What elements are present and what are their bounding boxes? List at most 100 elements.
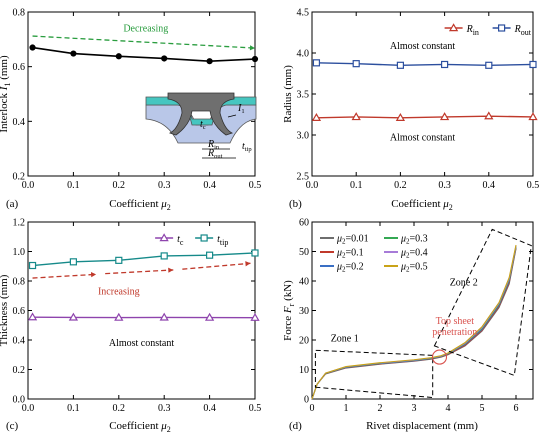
panel-1: 0.0 0.1 0.2 0.3 0.4 0.5 0.2 0.4 0.6 0.8 Coefficien… xyxy=(0,8,261,213)
inset-label-tc: tc xyxy=(200,119,206,131)
data-point xyxy=(528,112,538,121)
trend-arrow xyxy=(32,273,97,279)
series-line xyxy=(316,62,534,67)
data-point xyxy=(27,312,38,321)
y-tick-label: 40 xyxy=(299,277,309,288)
data-point xyxy=(395,112,406,121)
data-point xyxy=(115,53,122,60)
x-tick-label: 0.0 xyxy=(22,180,35,191)
x-tick-label: 2 xyxy=(378,403,383,414)
x-tick-label: 0.2 xyxy=(113,403,126,414)
series-line xyxy=(32,46,256,63)
x-tick-label: 0.0 xyxy=(22,403,35,414)
plot-frame xyxy=(311,11,534,177)
x-tick-label: 0.5 xyxy=(249,403,262,414)
legend-label: μ2=0.3 xyxy=(400,234,428,246)
panel-label: (a) xyxy=(6,198,19,210)
data-point xyxy=(529,60,537,69)
inset-label-rin: Rin xyxy=(207,139,220,151)
legend-label-tc: tc xyxy=(177,234,184,247)
annotation-zone-1: Zone 1 xyxy=(331,333,359,344)
x-axis-label: Coefficient μ2 xyxy=(109,198,171,212)
panel-label: (c) xyxy=(6,420,19,432)
data-point xyxy=(352,60,360,68)
trend-arrow xyxy=(182,262,251,270)
data-point xyxy=(206,251,214,259)
annotation-constant: Almost constant xyxy=(109,338,174,349)
data-point xyxy=(312,59,321,67)
y-tick-label: 60 xyxy=(299,218,309,229)
panel-2: 0.0 0.1 0.2 0.3 0.4 0.5 2.5 3.0 3.5 4.0 4.5 Coeffic… xyxy=(282,8,539,213)
data-point xyxy=(251,55,259,63)
x-tick-label: 0.3 xyxy=(438,180,451,191)
data-point xyxy=(200,234,208,242)
data-point xyxy=(439,112,450,121)
data-point xyxy=(498,24,506,32)
legend-label: μ2=0.4 xyxy=(400,248,428,260)
data-point xyxy=(159,233,169,242)
y-tick-label: 0.2 xyxy=(13,172,26,183)
legend-label: μ2=0.1 xyxy=(336,248,364,260)
data-point xyxy=(68,312,79,321)
legend-label: μ2=0.5 xyxy=(400,262,428,274)
data-point xyxy=(160,252,168,260)
data-point xyxy=(29,44,36,51)
data-point xyxy=(448,23,459,32)
panel-label: (b) xyxy=(289,198,302,210)
x-axis-label: Coefficient μ2 xyxy=(109,420,171,434)
x-axis-label: Coefficient μ2 xyxy=(391,198,453,212)
legend-label: μ2=0.2 xyxy=(336,262,364,274)
y-tick-label: 2.5 xyxy=(297,172,310,183)
legend-label-rin: Rin xyxy=(466,24,479,37)
panel-b-content: Almost constant Almost constant Rin Rout xyxy=(311,23,538,144)
y-axis-label: Radius (mm) xyxy=(282,65,294,123)
x-tick-label: 0.4 xyxy=(203,180,216,191)
annotation-constant-upper: Almost constant xyxy=(390,41,455,52)
x-tick-label: 0.0 xyxy=(306,180,319,191)
annotation-decreasing: Decreasing xyxy=(123,24,168,35)
x-tick-label: 0 xyxy=(310,403,315,414)
series-line xyxy=(311,244,517,400)
x-tick-label: 0.5 xyxy=(249,180,262,191)
y-tick-label: 0.8 xyxy=(13,277,26,288)
data-point xyxy=(250,312,260,321)
x-tick-label: 0.4 xyxy=(483,180,496,191)
arrow-head xyxy=(168,267,174,273)
y-tick-label: 0.4 xyxy=(13,117,26,128)
x-tick-label: 3 xyxy=(412,403,417,414)
trend-arrow xyxy=(105,269,174,275)
legend-label-rout: Rout xyxy=(514,24,532,37)
x-tick-label: 0.2 xyxy=(394,180,407,191)
y-tick-label: 0.2 xyxy=(13,365,26,376)
interlock-dim xyxy=(227,114,237,118)
y-tick-label: 0.6 xyxy=(13,62,26,73)
y-tick-label: 1.0 xyxy=(13,247,26,258)
data-point xyxy=(311,112,322,121)
arrow-head xyxy=(249,45,255,51)
plot-frame xyxy=(27,221,256,400)
y-tick-label: 0 xyxy=(304,395,309,406)
y-tick-label: 0.8 xyxy=(13,8,26,19)
legend: μ2=0.01 μ2=0.1 μ2=0.2 μ2=0.3 μ2=0.4 μ2=0.5 xyxy=(320,234,428,274)
annotation-constant-lower: Almost constant xyxy=(390,133,455,144)
panel-3: 0.0 0.1 0.2 0.3 0.4 0.5 0.0 0.2 0.4 0.6 0.8 1.0 1.2 C… xyxy=(0,218,261,435)
data-point xyxy=(159,312,169,321)
data-point xyxy=(115,256,123,264)
data-point xyxy=(204,312,215,321)
data-point xyxy=(69,258,78,266)
arrow-head xyxy=(90,272,97,278)
panel-c-content: Increasing Almost constant tc ttip xyxy=(27,233,260,349)
x-tick-label: 0.3 xyxy=(158,180,171,191)
zone-1-box xyxy=(314,349,434,399)
panel-label: (d) xyxy=(289,420,302,432)
data-point xyxy=(161,55,168,62)
y-tick-label: 0.0 xyxy=(13,395,26,406)
data-point xyxy=(396,61,404,69)
legend: Rin Rout xyxy=(444,23,532,37)
inset-label-interlock: I1 xyxy=(237,103,245,115)
penetration-circle xyxy=(431,349,448,365)
annotation-increasing: Increasing xyxy=(98,286,140,297)
y-axis-label: Force Fr (kN) xyxy=(282,280,296,341)
